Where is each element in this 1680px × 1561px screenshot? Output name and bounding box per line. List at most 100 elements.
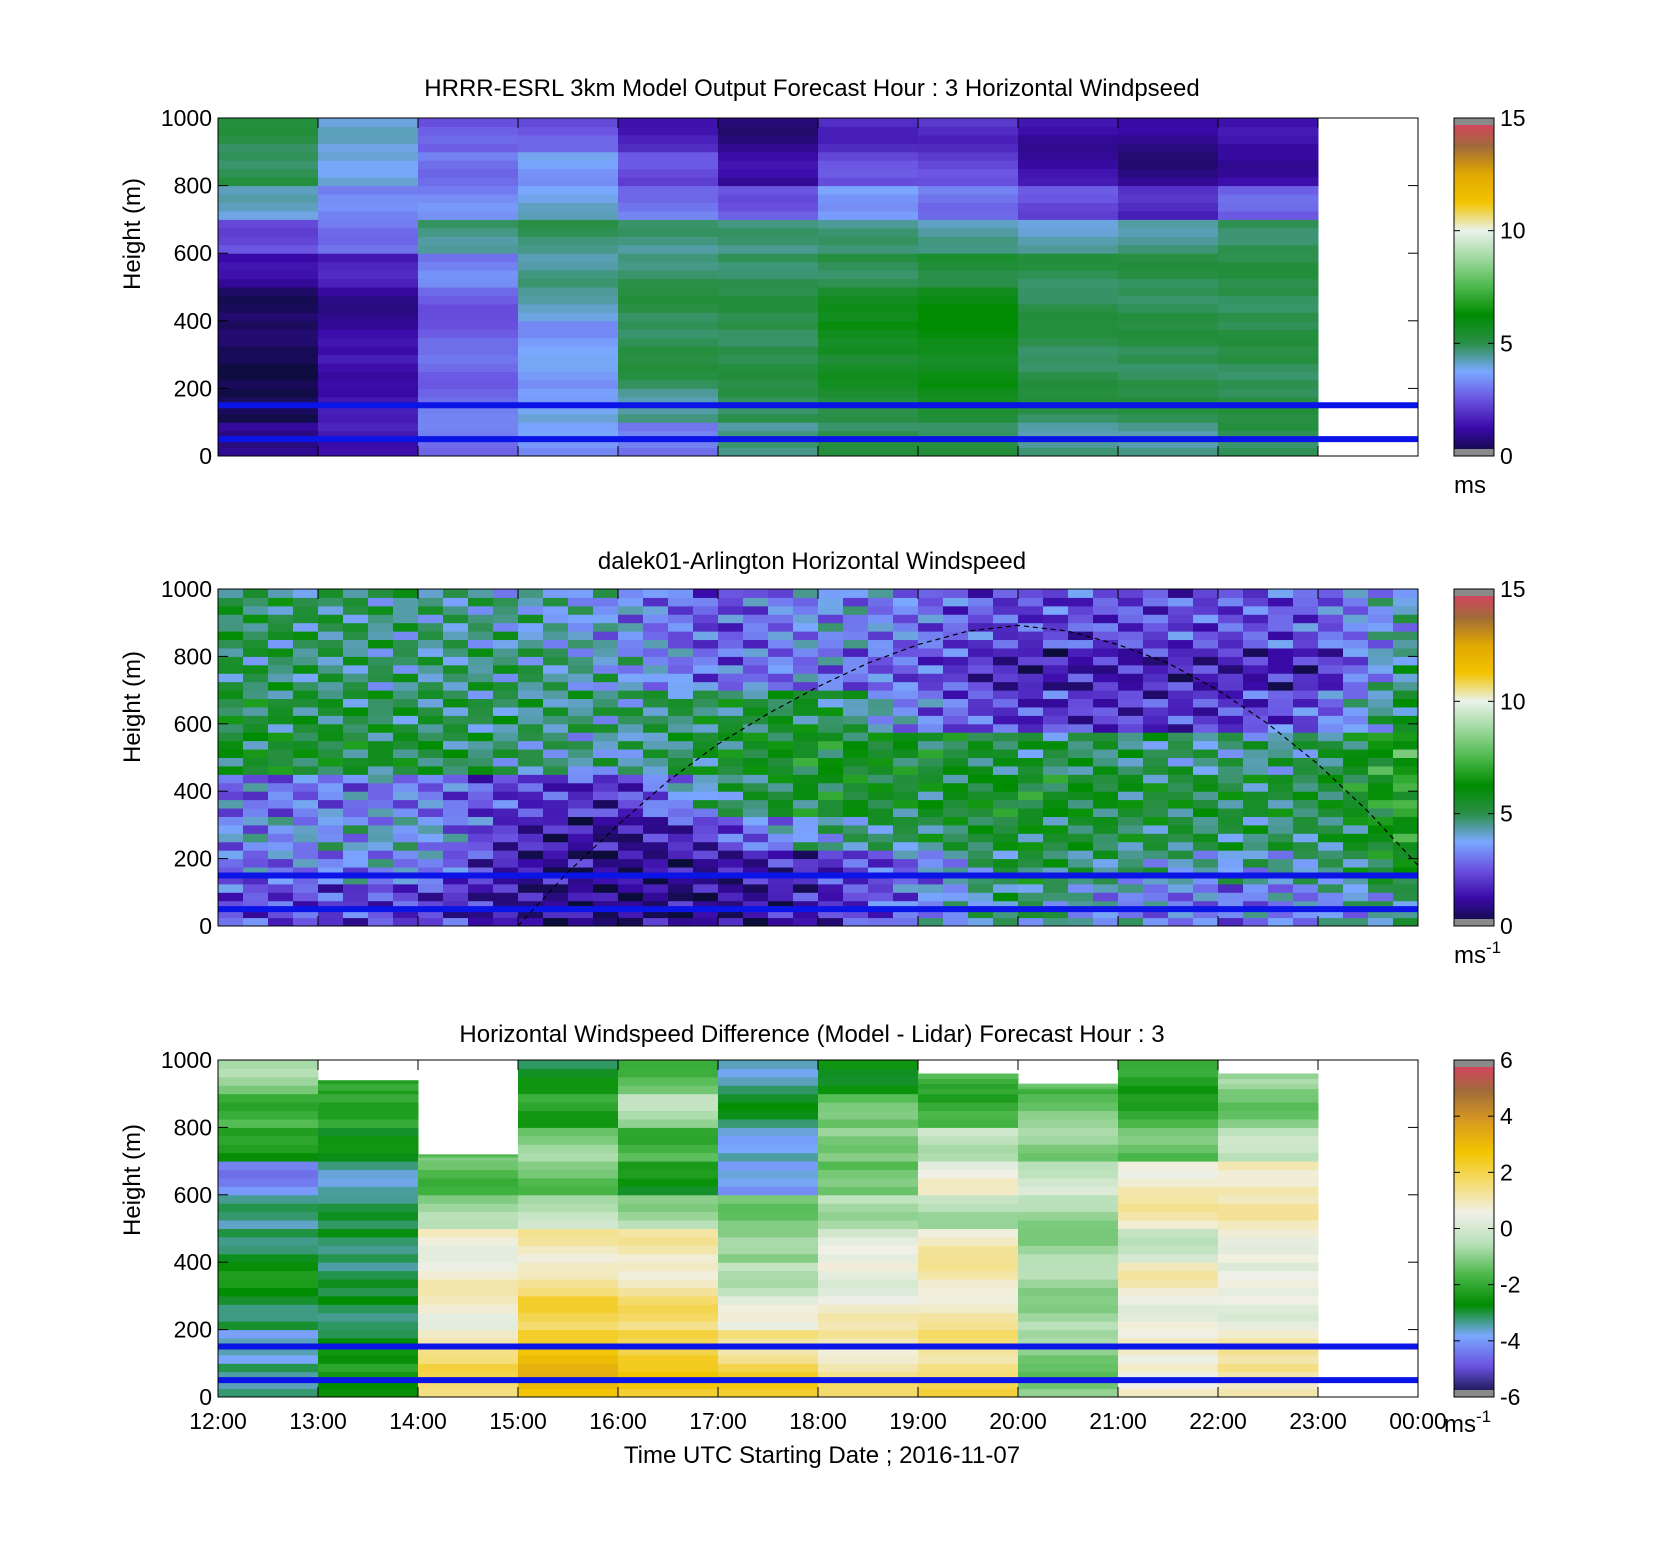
heatmap-cell bbox=[643, 883, 669, 893]
heatmap-cell bbox=[418, 1388, 519, 1398]
heatmap-cell bbox=[368, 791, 394, 801]
colorbar-tick-label: 15 bbox=[1500, 576, 1526, 602]
heatmap-cell bbox=[1218, 320, 1319, 330]
heatmap-cell bbox=[918, 1329, 1019, 1339]
heatmap-cell bbox=[318, 1090, 419, 1095]
heatmap-cell bbox=[218, 329, 319, 339]
heatmap-cell bbox=[818, 1076, 919, 1086]
heatmap-cell bbox=[1093, 706, 1119, 716]
heatmap-cell bbox=[993, 782, 1019, 792]
heatmap-cell bbox=[1218, 1346, 1319, 1356]
heatmap-cell bbox=[618, 1127, 719, 1137]
heatmap-cell bbox=[718, 605, 744, 615]
heatmap-cell bbox=[393, 909, 419, 919]
heatmap-cell bbox=[1343, 664, 1369, 674]
heatmap-cell bbox=[768, 698, 794, 708]
heatmap-cell bbox=[1218, 379, 1319, 389]
heatmap-cell bbox=[993, 698, 1019, 708]
heatmap-cell bbox=[1118, 405, 1219, 415]
heatmap-cell bbox=[918, 1083, 1019, 1090]
heatmap-cell bbox=[893, 900, 919, 910]
heatmap-cell bbox=[818, 900, 844, 910]
heatmap-cell bbox=[718, 1270, 819, 1280]
heatmap-cell bbox=[718, 354, 819, 364]
heatmap-cell bbox=[818, 236, 919, 246]
heatmap-cell bbox=[1318, 614, 1344, 624]
heatmap-cell bbox=[418, 312, 519, 322]
heatmap-cell bbox=[993, 909, 1019, 919]
heatmap-cell bbox=[293, 690, 319, 700]
heatmap-cell bbox=[868, 841, 894, 851]
heatmap-cell bbox=[843, 833, 869, 843]
heatmap-cell bbox=[518, 1363, 619, 1373]
heatmap-cell bbox=[543, 681, 569, 691]
heatmap-cell bbox=[1118, 278, 1219, 288]
heatmap-cell bbox=[1318, 799, 1344, 809]
heatmap-cell bbox=[893, 791, 919, 801]
heatmap-cell bbox=[568, 833, 594, 843]
heatmap-cell bbox=[1018, 1144, 1119, 1154]
heatmap-cell bbox=[1018, 875, 1044, 885]
heatmap-cell bbox=[518, 622, 544, 632]
heatmap-cell bbox=[968, 698, 994, 708]
heatmap-cell bbox=[318, 757, 344, 767]
heatmap-cell bbox=[493, 841, 519, 851]
heatmap-cell bbox=[843, 883, 869, 893]
heatmap-cell bbox=[1193, 698, 1219, 708]
heatmap-cell bbox=[818, 875, 844, 885]
heatmap-cell bbox=[218, 1304, 319, 1314]
heatmap-cell bbox=[943, 909, 969, 919]
heatmap-cell bbox=[1218, 346, 1319, 356]
heatmap-cell bbox=[643, 757, 669, 767]
heatmap-cell bbox=[1143, 799, 1169, 809]
heatmap-cell bbox=[718, 698, 744, 708]
heatmap-cell bbox=[768, 614, 794, 624]
heatmap-cell bbox=[1293, 614, 1319, 624]
heatmap-cell bbox=[1268, 883, 1294, 893]
heatmap-cell bbox=[1093, 875, 1119, 885]
heatmap-cell bbox=[1218, 841, 1244, 851]
heatmap-cell bbox=[618, 614, 644, 624]
heatmap-cell bbox=[893, 690, 919, 700]
heatmap-cell bbox=[1218, 329, 1319, 339]
heatmap-cell bbox=[1093, 673, 1119, 683]
heatmap-cell bbox=[1093, 917, 1119, 927]
heatmap-cell bbox=[1343, 892, 1369, 902]
heatmap-cell bbox=[1043, 715, 1069, 725]
heatmap-cell bbox=[618, 757, 644, 767]
heatmap-cell bbox=[543, 647, 569, 657]
heatmap-cell bbox=[918, 1203, 1019, 1213]
heatmap-cell bbox=[393, 791, 419, 801]
heatmap-cell bbox=[918, 1073, 1019, 1080]
heatmap-cell bbox=[1293, 909, 1319, 919]
heatmap-cell bbox=[1193, 900, 1219, 910]
heatmap-cell bbox=[1368, 706, 1394, 716]
heatmap-cell bbox=[1243, 824, 1269, 834]
heatmap-cell bbox=[668, 875, 694, 885]
heatmap-cell bbox=[718, 1279, 819, 1288]
heatmap-cell bbox=[368, 799, 394, 809]
heatmap-cell bbox=[318, 1270, 419, 1280]
heatmap-cell bbox=[1393, 698, 1419, 708]
heatmap-cell bbox=[1018, 126, 1119, 136]
heatmap-cell bbox=[918, 1118, 1019, 1128]
heatmap-cell bbox=[918, 447, 1019, 457]
heatmap-cell bbox=[893, 715, 919, 725]
heatmap-cell bbox=[1018, 824, 1044, 834]
heatmap-cell bbox=[493, 622, 519, 632]
heatmap-cell bbox=[468, 715, 494, 725]
heatmap-cell bbox=[793, 732, 819, 742]
heatmap-cell bbox=[418, 765, 444, 775]
heatmap-cell bbox=[743, 732, 769, 742]
heatmap-cell bbox=[368, 723, 394, 733]
heatmap-cell bbox=[1168, 791, 1194, 801]
heatmap-cell bbox=[1318, 883, 1344, 893]
heatmap-cell bbox=[1218, 312, 1319, 322]
heatmap-cell bbox=[418, 346, 519, 356]
heatmap-cell bbox=[843, 858, 869, 868]
heatmap-cell bbox=[1268, 816, 1294, 826]
colorbar-ramp bbox=[1454, 1060, 1494, 1397]
heatmap-cell bbox=[268, 816, 294, 826]
